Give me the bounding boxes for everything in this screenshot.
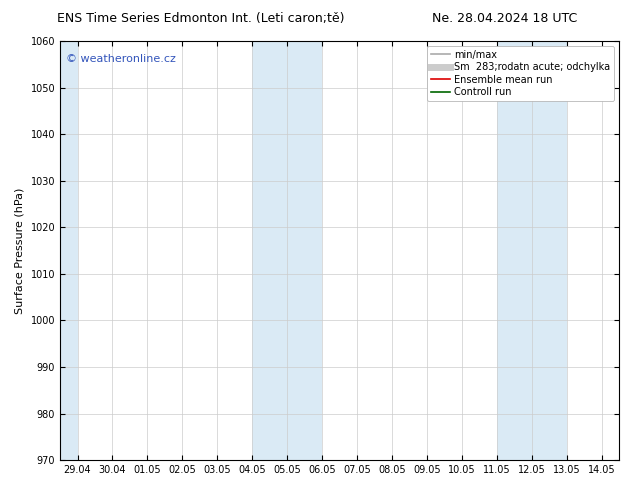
Bar (60, 41, 77, 460)
Legend: min/max, Sm  283;rodatn acute; odchylka, Ensemble mean run, Controll run: min/max, Sm 283;rodatn acute; odchylka, … (427, 46, 614, 101)
Text: Ne. 28.04.2024 18 UTC: Ne. 28.04.2024 18 UTC (432, 12, 577, 25)
Text: © weatheronline.cz: © weatheronline.cz (66, 53, 176, 64)
Y-axis label: Surface Pressure (hPa): Surface Pressure (hPa) (15, 187, 25, 314)
Bar (496, 41, 567, 460)
Text: ENS Time Series Edmonton Int. (Leti caron;tě): ENS Time Series Edmonton Int. (Leti caro… (57, 12, 344, 25)
Bar (252, 41, 322, 460)
